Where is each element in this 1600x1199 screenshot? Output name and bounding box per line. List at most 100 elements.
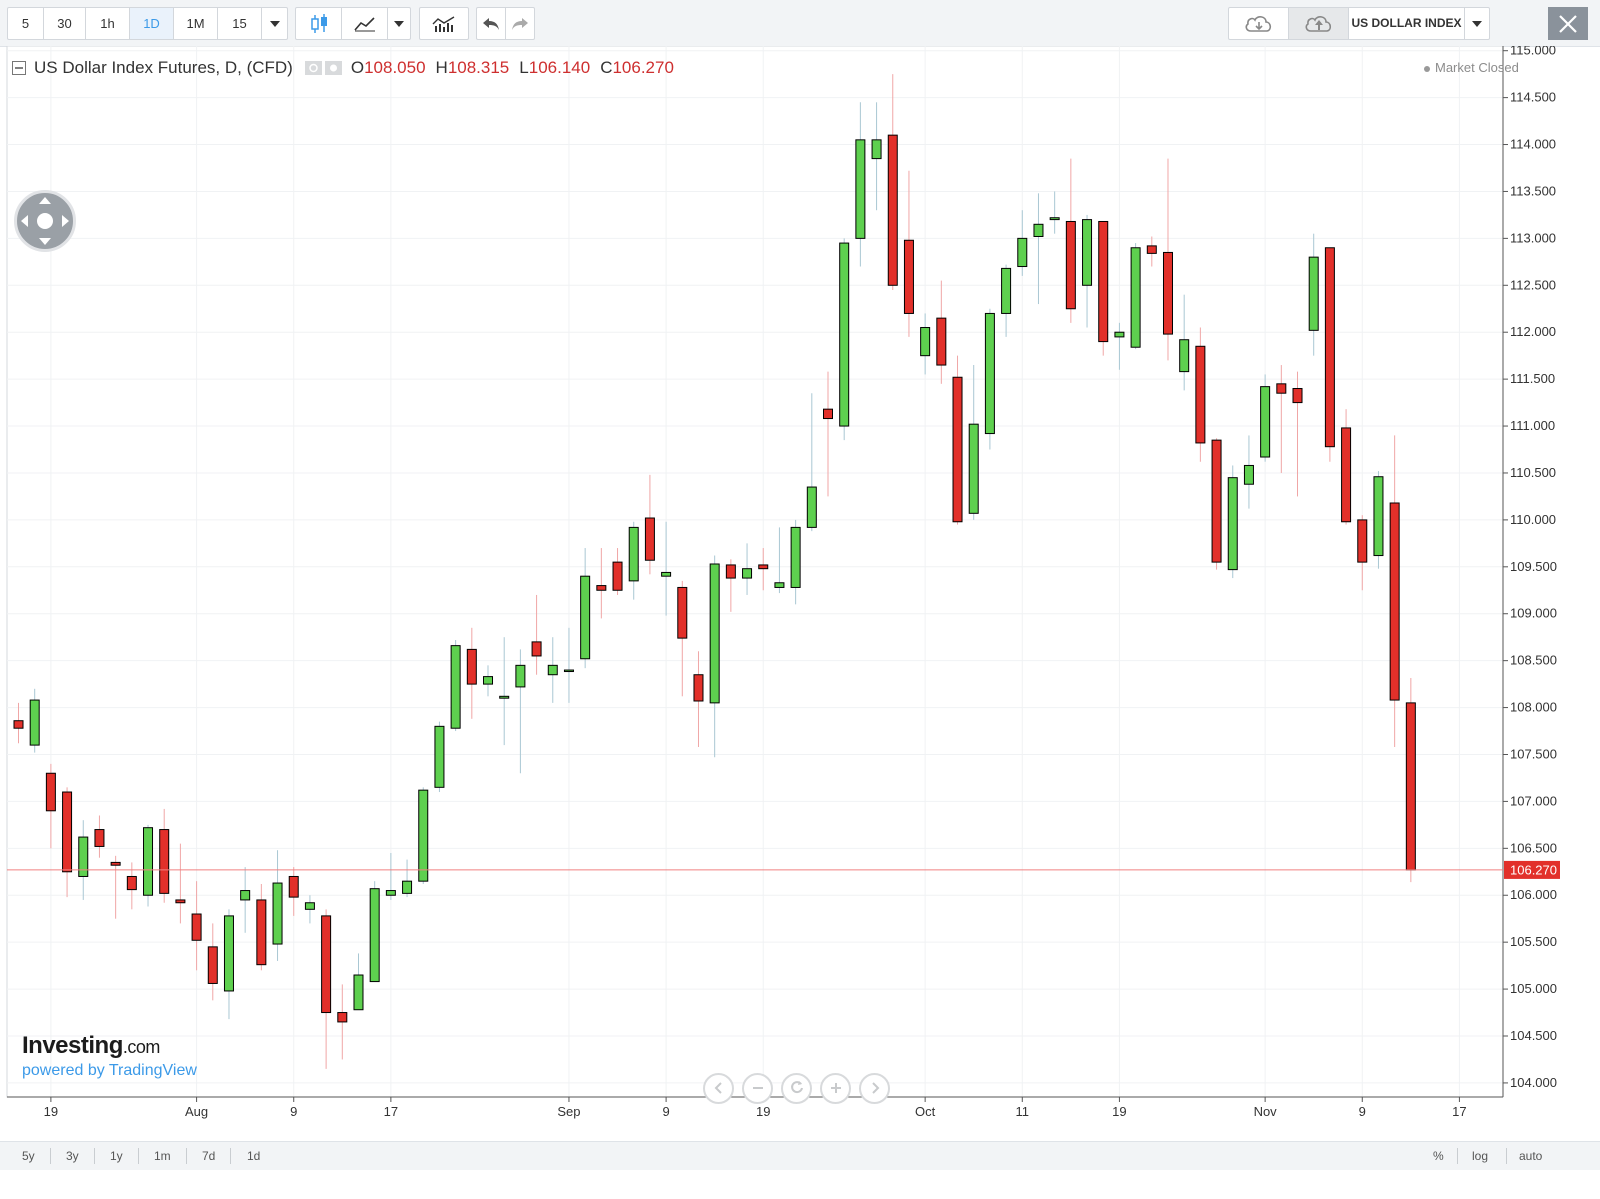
style-dropdown-button[interactable] (388, 8, 410, 39)
interval-30-button[interactable]: 30 (44, 8, 86, 39)
x-tick-label: 17 (1452, 1104, 1466, 1119)
candle-body (1324, 247, 1335, 448)
candle-body (823, 408, 833, 420)
candle (385, 853, 396, 900)
candle (984, 308, 995, 450)
candlestick-chart[interactable]: 104.000 104.500 105.000 105.500 106.000 106.5… (0, 46, 1600, 1141)
price-axis[interactable]: 104.000 104.500 105.000 105.500 106.000 106.5… (1502, 46, 1557, 1097)
interval-1m-button[interactable]: 1M (174, 8, 218, 39)
range-7d-button[interactable]: 7d (202, 1149, 216, 1163)
top-toolbar: 5 30 1h 1D 1M 15 (0, 0, 1600, 47)
range-5y-button[interactable]: 5y (22, 1149, 35, 1163)
y-tick-label: 111.500 (1510, 371, 1555, 386)
reset-button[interactable] (781, 1073, 812, 1104)
cloud-download-icon (1245, 15, 1271, 32)
zoom-out-button[interactable] (742, 1073, 773, 1104)
candle (402, 859, 413, 898)
scroll-right-button[interactable] (859, 1073, 890, 1104)
range-1y-button[interactable]: 1y (110, 1149, 123, 1163)
candle (596, 548, 607, 619)
save-chart-button[interactable] (1289, 8, 1349, 39)
percent-scale-button[interactable]: % (1433, 1149, 1444, 1163)
y-tick-label: 107.000 (1510, 793, 1557, 808)
candle-body (1341, 427, 1352, 523)
candle-body (94, 829, 105, 847)
line-chart-icon (353, 16, 375, 31)
candle (1049, 191, 1060, 234)
auto-scale-button[interactable]: auto (1519, 1149, 1543, 1163)
candle-body (1130, 247, 1141, 348)
candle-body (143, 827, 154, 896)
candle-body (644, 517, 655, 561)
interval-15-button[interactable]: 15 (218, 8, 262, 39)
area-style-button[interactable] (342, 8, 388, 39)
interval-1d-button[interactable]: 1D (130, 8, 174, 39)
interval-1h-button[interactable]: 1h (86, 8, 130, 39)
redo-button[interactable] (506, 8, 534, 39)
candle (1405, 678, 1416, 883)
candle-body (547, 664, 558, 676)
candle (887, 74, 898, 290)
plot-area[interactable] (6, 46, 1504, 1098)
y-tick-label: 112.500 (1510, 277, 1556, 292)
status-dot-icon (1424, 65, 1430, 72)
candle-body (385, 890, 396, 896)
range-1d-button[interactable]: 1d (247, 1149, 261, 1163)
x-tick-label: 17 (384, 1104, 398, 1119)
candle-body (175, 899, 186, 904)
symbol-label[interactable]: US DOLLAR INDEX (1349, 8, 1465, 39)
candle (1276, 365, 1287, 473)
range-3y-button[interactable]: 3y (66, 1149, 79, 1163)
range-bar: 5y 3y 1y 1m 7d 1d % log auto (0, 1141, 1600, 1170)
candle-body (580, 575, 591, 660)
load-chart-button[interactable] (1229, 8, 1289, 39)
candle-body (499, 695, 510, 699)
candle-body (596, 585, 607, 591)
interval-5-button[interactable]: 5 (8, 8, 44, 39)
candle (256, 883, 267, 971)
collapse-legend-icon[interactable] (12, 61, 26, 75)
candle (1389, 435, 1400, 747)
candle (677, 580, 688, 697)
chevron-down-icon (394, 20, 404, 27)
candle-body (531, 641, 542, 657)
series-settings-icon[interactable] (304, 60, 343, 76)
candles-style-button[interactable] (296, 8, 342, 39)
y-tick-label: 111.000 (1510, 418, 1555, 433)
indicators-button[interactable] (420, 8, 468, 39)
candle-body (515, 664, 526, 688)
candle-body (110, 861, 121, 866)
x-tick-label: 19 (44, 1104, 58, 1119)
candle-body (952, 376, 963, 523)
candle (1017, 210, 1028, 276)
log-scale-button[interactable]: log (1472, 1149, 1489, 1163)
pan-control[interactable] (14, 190, 76, 252)
candle-body (45, 772, 56, 812)
candle-body (790, 526, 801, 588)
candle (1082, 214, 1093, 328)
candle (353, 953, 364, 1011)
candle (483, 665, 494, 697)
candlestick-icon (310, 13, 327, 33)
close-label: C (600, 58, 613, 77)
undo-button[interactable] (477, 8, 506, 39)
last-price-tag (1504, 860, 1560, 879)
candle-body (272, 882, 283, 945)
candle-body (29, 699, 40, 746)
zoom-in-button[interactable] (820, 1073, 851, 1104)
candle-body (1243, 464, 1254, 485)
symbol-dropdown-button[interactable] (1465, 8, 1489, 39)
candle (1065, 158, 1076, 323)
candle (968, 365, 979, 520)
powered-by-link[interactable]: powered by TradingView (22, 1062, 197, 1079)
candle (1114, 322, 1125, 370)
candle-body (1162, 251, 1173, 335)
close-button[interactable] (1548, 7, 1588, 40)
interval-dropdown-button[interactable] (262, 8, 287, 39)
range-1m-button[interactable]: 1m (154, 1149, 171, 1163)
candle (903, 170, 914, 337)
chevron-down-icon (269, 20, 280, 27)
candle (644, 474, 655, 575)
scroll-left-button[interactable] (703, 1073, 734, 1104)
candle-body (1276, 383, 1287, 394)
